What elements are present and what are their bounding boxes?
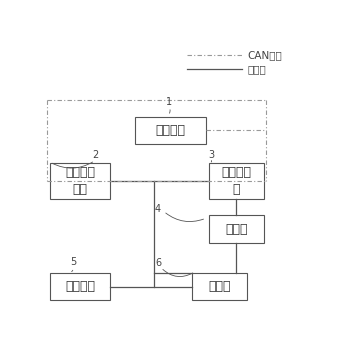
Text: 蓄电池: 蓄电池 [225, 222, 247, 236]
Text: 6: 6 [155, 258, 161, 268]
Bar [209, 163, 264, 199]
Text: 电气系统: 电气系统 [65, 280, 95, 293]
Text: 2: 2 [92, 150, 98, 160]
Text: 供电线: 供电线 [247, 64, 266, 74]
Text: 直流变换
器: 直流变换 器 [221, 166, 251, 196]
Text: 5: 5 [70, 257, 76, 267]
Text: CAN总线: CAN总线 [247, 50, 282, 60]
Bar [193, 273, 247, 300]
Bar [209, 215, 264, 243]
Bar [50, 163, 110, 199]
Text: 电控单元: 电控单元 [155, 124, 185, 137]
Text: 4: 4 [155, 204, 161, 214]
Text: 1: 1 [166, 97, 172, 107]
Text: 锂电池: 锂电池 [209, 280, 231, 293]
Bar [50, 273, 110, 300]
Bar [135, 117, 206, 144]
Text: 3: 3 [209, 150, 215, 160]
Text: 启发一体
电机: 启发一体 电机 [65, 166, 95, 196]
